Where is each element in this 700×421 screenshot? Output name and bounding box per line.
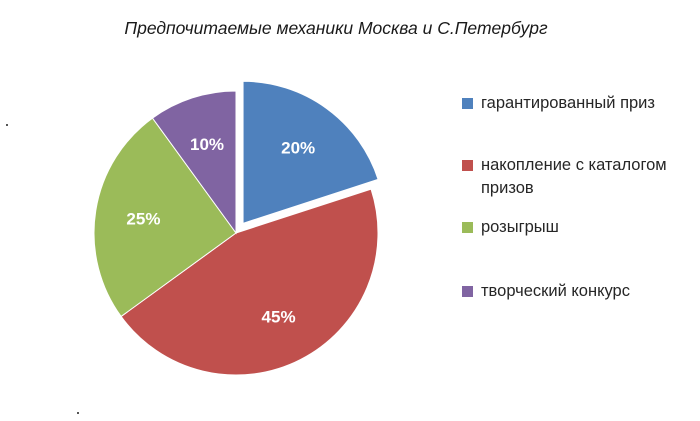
- pie-slice-catalog-accumulation: [120, 188, 379, 376]
- legend-label-draw: розыгрыш: [481, 218, 559, 236]
- pie-slice-guaranteed-prize: [242, 80, 379, 224]
- legend-swatch-draw: [462, 222, 473, 233]
- scan-speck: [6, 124, 8, 126]
- legend-item-creative-contest: творческий конкурс: [461, 280, 630, 303]
- legend-swatch-guaranteed-prize: [462, 98, 473, 109]
- legend-swatch-catalog-accumulation: [462, 160, 473, 171]
- pie-slice-draw: [93, 117, 237, 318]
- legend-swatch-creative-contest: [462, 286, 473, 297]
- scan-speck: [77, 412, 79, 414]
- legend-label-creative-contest: творческий конкурс: [481, 282, 630, 300]
- legend-label-guaranteed-prize: гарантированный приз: [481, 94, 655, 112]
- legend-label-catalog-accumulation: накопление с каталогом призов: [481, 156, 667, 197]
- data-label-catalog-accumulation: 45%: [262, 308, 296, 327]
- legend-item-catalog-accumulation: накопление с каталогом призов: [461, 154, 693, 200]
- data-label-draw: 25%: [126, 209, 160, 228]
- legend-item-draw: розыгрыш: [461, 216, 559, 239]
- legend-item-guaranteed-prize: гарантированный приз: [461, 92, 655, 115]
- data-label-guaranteed-prize: 20%: [281, 138, 315, 157]
- data-label-creative-contest: 10%: [190, 135, 224, 154]
- chart-title: Предпочитаемые механики Москва и С.Петер…: [124, 18, 548, 38]
- pie-slice-creative-contest: [151, 90, 237, 235]
